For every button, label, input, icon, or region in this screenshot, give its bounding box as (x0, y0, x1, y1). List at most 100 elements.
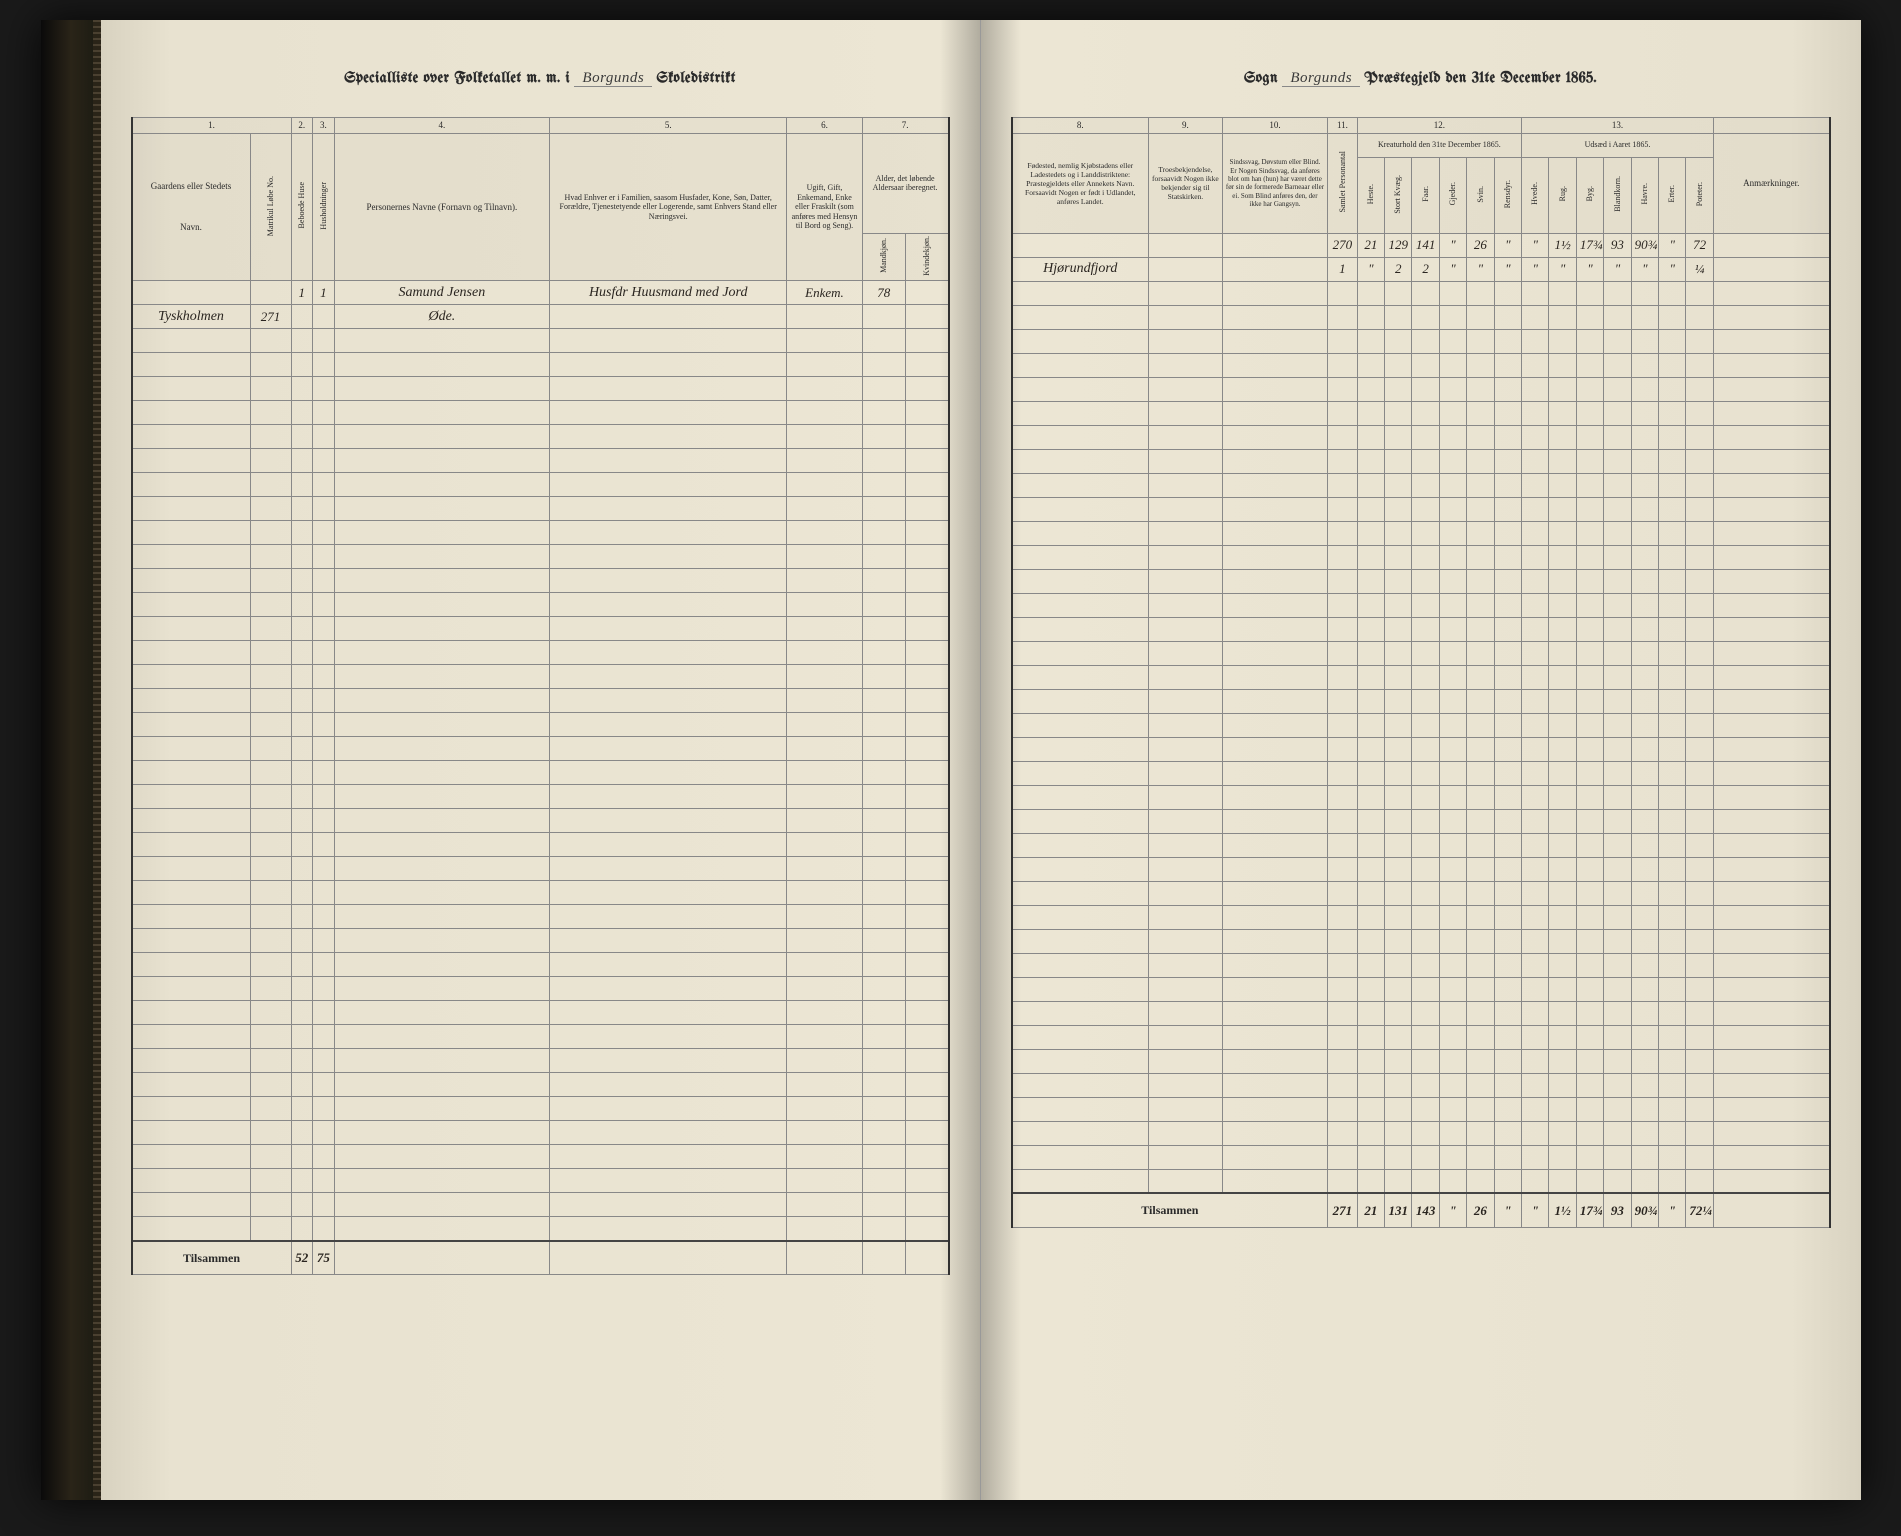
table-row (1012, 665, 1830, 689)
table-row (1012, 641, 1830, 665)
h10: Sindssvag, Døvstum eller Blind. Er Nogen… (1222, 133, 1327, 233)
table-row (1012, 1169, 1830, 1193)
table-row (132, 1169, 949, 1193)
table-row (132, 353, 949, 377)
table-row (1012, 377, 1830, 401)
table-row (132, 737, 949, 761)
h1: Gaardens eller Stedets Navn. (132, 133, 251, 281)
table-row (1012, 1025, 1830, 1049)
right-page: Sogn Borgunds Præstegjeld den 31te Decem… (981, 20, 1861, 1500)
h14: Anmærkninger. (1713, 133, 1829, 233)
left-body: 11Samund JensenHusfdr Huusmand med JordE… (132, 281, 949, 1241)
table-row (132, 1217, 949, 1241)
table-row (132, 929, 949, 953)
colnum-10: 10. (1222, 118, 1327, 134)
table-row (132, 713, 949, 737)
h13-col: Havre. (1631, 157, 1658, 233)
table-row (1012, 977, 1830, 1001)
h12-col: Gjeder. (1439, 157, 1466, 233)
table-row (1012, 857, 1830, 881)
colnum-1: 1. (132, 118, 292, 134)
table-row (1012, 353, 1830, 377)
h3: Husholdninger (313, 133, 335, 281)
footer-label: Tilsammen (132, 1241, 292, 1275)
table-row (132, 545, 949, 569)
binding (41, 20, 101, 1500)
table-row: Tyskholmen271Øde. (132, 305, 949, 329)
table-row (132, 1049, 949, 1073)
colnum-6: 6. (787, 118, 862, 134)
table-row (132, 617, 949, 641)
h13-col: Rug. (1549, 157, 1576, 233)
book-spread: Specialliste over Folketallet m. m. i Bo… (41, 20, 1861, 1500)
h2: Beboede Huse (291, 133, 313, 281)
h4: Personernes Navne (Fornavn og Tilnavn). (334, 133, 550, 281)
h8: Fødested, nemlig Kjøbstadens eller Lades… (1012, 133, 1149, 233)
h13-col: Erter. (1659, 157, 1686, 233)
sogn-label: Sogn (1244, 70, 1278, 86)
colnum-11: 11. (1328, 118, 1358, 134)
colnum-8: 8. (1012, 118, 1149, 134)
table-row (1012, 329, 1830, 353)
h7: Alder, det løbende Aldersaar iberegnet. (862, 133, 948, 233)
table-row (1012, 497, 1830, 521)
left-page: Specialliste over Folketallet m. m. i Bo… (101, 20, 981, 1500)
h12-title: Kreaturhold den 31te December 1865. (1357, 133, 1521, 157)
table-row (132, 1001, 949, 1025)
h7b: Kvindekjøn. (905, 233, 948, 281)
h9: Troesbekjendelse, forsaavidt Nogen ikke … (1149, 133, 1223, 233)
colnum-4: 4. (334, 118, 550, 134)
h3-text: Husholdninger (319, 182, 329, 230)
table-row (1012, 617, 1830, 641)
table-row (1012, 473, 1830, 497)
colnum-9: 9. (1149, 118, 1223, 134)
table-row (132, 857, 949, 881)
title-district: Borgunds (574, 70, 652, 87)
table-row (1012, 905, 1830, 929)
h11-text: Samlet Personantal (1338, 151, 1348, 213)
h7a: Mandkjøn. (862, 233, 905, 281)
right-body: 27021129141"26""1½17¾9390¾"72Hjørundfjor… (1012, 233, 1830, 1193)
foot-c3: 75 (313, 1241, 335, 1275)
h7a-text: Mandkjøn. (879, 238, 889, 273)
h13-col: Poteter. (1686, 157, 1714, 233)
left-ledger: 1. 2. 3. 4. 5. 6. 7. Gaardens eller Sted… (131, 117, 950, 1275)
table-row (132, 377, 949, 401)
table-row: 27021129141"26""1½17¾9390¾"72 (1012, 233, 1830, 257)
table-row (1012, 713, 1830, 737)
table-row (1012, 785, 1830, 809)
colnum-7: 7. (862, 118, 948, 134)
colnum-14 (1713, 118, 1829, 134)
table-row (1012, 1097, 1830, 1121)
left-title: Specialliste over Folketallet m. m. i Bo… (131, 70, 950, 87)
table-row (1012, 593, 1830, 617)
right-header: 8. 9. 10. 11. 12. 13. Fødested, nemlig K… (1012, 118, 1830, 234)
left-footer: Tilsammen 52 75 (132, 1241, 949, 1275)
title-suffix: Skoledistrikt (656, 70, 735, 86)
table-row (1012, 1073, 1830, 1097)
table-row (132, 1097, 949, 1121)
table-row (1012, 953, 1830, 977)
table-row (1012, 545, 1830, 569)
colnum-13: 13. (1522, 118, 1714, 134)
table-row (132, 761, 949, 785)
right-footer: Tilsammen27121131143"26""1½17¾9390¾"72¼ (1012, 1193, 1830, 1227)
h1-sub: Navn. (136, 222, 247, 233)
sogn-name: Borgunds (1282, 70, 1360, 87)
table-row (1012, 521, 1830, 545)
table-row (132, 569, 949, 593)
table-row (1012, 1049, 1830, 1073)
h13-col: Hvede. (1522, 157, 1549, 233)
h12-col: Faar. (1412, 157, 1439, 233)
table-row (1012, 1145, 1830, 1169)
table-row (132, 521, 949, 545)
table-row (1012, 449, 1830, 473)
table-row (1012, 881, 1830, 905)
table-row (1012, 281, 1830, 305)
table-row (1012, 1121, 1830, 1145)
h1-num: Matrikul Løbe No. (250, 133, 291, 281)
title-date: Præstegjeld den 31te December 1865. (1364, 70, 1597, 86)
table-row (1012, 929, 1830, 953)
table-row (132, 1145, 949, 1169)
colnum-12: 12. (1357, 118, 1521, 134)
